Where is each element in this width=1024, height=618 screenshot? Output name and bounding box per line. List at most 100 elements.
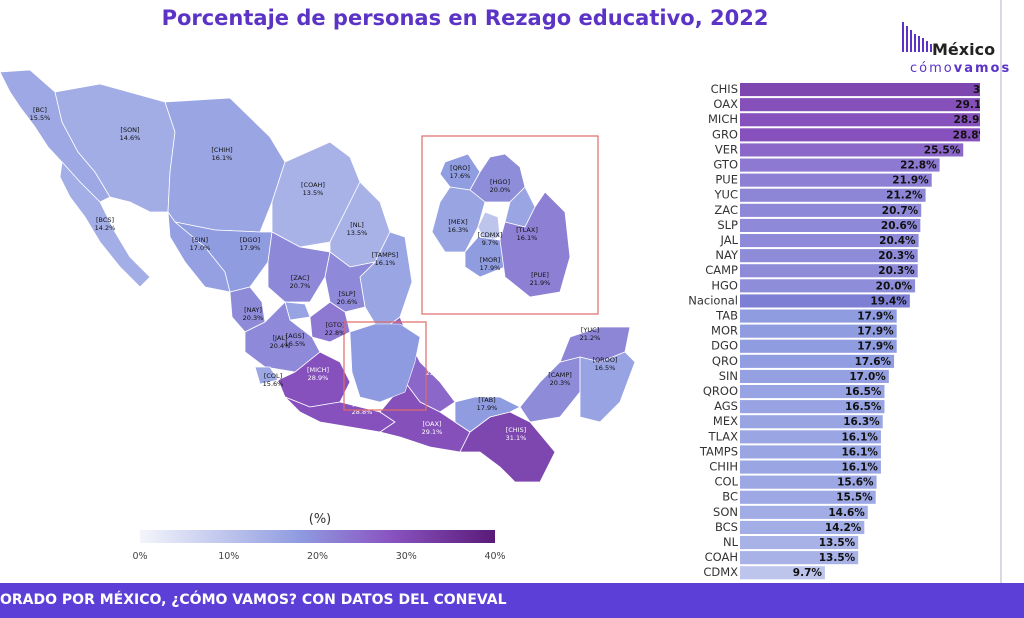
bar-value-label: 28.8% xyxy=(953,129,980,141)
bar-value-label: 17.0% xyxy=(849,371,886,383)
bar xyxy=(740,249,918,263)
map-state-value: 15.5% xyxy=(30,114,51,122)
bar-category-label: COL xyxy=(715,475,739,489)
map-state-value: 14.6% xyxy=(120,134,141,142)
bar-value-label: 16.5% xyxy=(845,401,882,413)
map-state-value: 31.1% xyxy=(506,434,527,442)
inset-state-label: [CDMX] xyxy=(478,231,503,239)
map-state-label: [COAH] xyxy=(301,181,325,189)
bar-value-label: 19.4% xyxy=(870,295,907,307)
bar-category-label: SLP xyxy=(717,218,738,232)
bar-value-label: 17.9% xyxy=(857,326,894,338)
bar-category-label: Nacional xyxy=(688,293,738,307)
bar xyxy=(740,234,919,248)
bar xyxy=(740,445,881,459)
map-state-value: 28.9% xyxy=(308,374,329,382)
bar-value-label: 31.1% xyxy=(973,84,980,96)
map-state-region xyxy=(174,221,273,293)
map-state-label: [SIN] xyxy=(192,236,208,244)
map-state-label: [MICH] xyxy=(307,366,329,374)
map-state-region xyxy=(579,351,636,423)
bar-value-label: 16.5% xyxy=(845,386,882,398)
bar xyxy=(740,505,868,519)
bar xyxy=(740,113,980,127)
bar-category-label: SON xyxy=(713,505,738,519)
map-state-value: 20.4% xyxy=(270,342,291,350)
map-state-label: [VER] xyxy=(427,361,445,369)
bar-value-label: 16.1% xyxy=(842,462,879,474)
bar-value-label: 20.3% xyxy=(878,250,915,262)
bar xyxy=(740,158,940,172)
map-state-region xyxy=(324,251,377,313)
bar-value-label: 15.6% xyxy=(837,477,874,489)
map-state-label: [COL] xyxy=(264,372,282,380)
map-state-label: [CHIH] xyxy=(211,146,232,154)
map-state-label: [SON] xyxy=(120,126,139,134)
inset-state-value: 20.0% xyxy=(490,186,511,194)
bar xyxy=(740,279,916,293)
map-state-region xyxy=(519,356,581,423)
bar xyxy=(740,354,895,368)
map-state-value: 16.5% xyxy=(285,340,306,348)
bar-category-label: CDMX xyxy=(703,565,738,579)
bar-value-label: 29.1% xyxy=(955,99,980,111)
map-state-label: [AGS] xyxy=(286,332,305,340)
color-legend: (%) 0% 10% 20% 30% 40% xyxy=(132,512,505,562)
map-state-label: [CAMP] xyxy=(548,371,572,379)
bar-category-label: DGO xyxy=(711,339,738,353)
bar-value-label: 16.1% xyxy=(842,431,879,443)
bar-value-label: 20.0% xyxy=(876,280,913,292)
bar xyxy=(740,188,926,202)
bar xyxy=(740,128,980,142)
bar-category-label: AGS xyxy=(714,399,738,413)
map-state-label: [QROO] xyxy=(593,356,618,364)
bar-category-label: SIN xyxy=(719,369,738,383)
legend-tick-label: 20% xyxy=(307,551,328,562)
footer-banner: ORADO POR MÉXICO, ¿CÓMO VAMOS? CON DATOS… xyxy=(0,583,1024,618)
map-state-label: [BCS] xyxy=(96,216,114,224)
bar-category-label: ZAC xyxy=(714,203,738,217)
bar-category-label: VER xyxy=(715,142,738,156)
bar-category-label: JAL xyxy=(720,233,739,247)
bar xyxy=(740,369,889,383)
map-state-label: [TAB] xyxy=(478,396,495,404)
bar-category-label: NL xyxy=(723,535,739,549)
map-state-value: 29.1% xyxy=(422,428,443,436)
bar-value-label: 28.9% xyxy=(954,114,980,126)
bar-category-label: BC xyxy=(722,490,738,504)
map-state-label: [OAX] xyxy=(423,420,442,428)
bar xyxy=(740,218,921,232)
inset-state-label: [MEX] xyxy=(448,218,467,226)
inset-state-label: [QRO] xyxy=(450,164,470,172)
map-state-value: 17.0% xyxy=(190,244,211,252)
bar xyxy=(740,400,885,414)
bar-value-label: 21.2% xyxy=(886,190,923,202)
bar-value-label: 25.5% xyxy=(924,144,961,156)
map-state-value: 22.8% xyxy=(325,329,346,337)
bar xyxy=(740,339,897,353)
bar-category-label: CAMP xyxy=(705,263,738,277)
inset-state-label: [MOR] xyxy=(480,256,500,264)
bar-category-label: QRO xyxy=(712,354,738,368)
map-state-label: [GTO] xyxy=(326,321,345,329)
map-state-value: 16.1% xyxy=(375,259,396,267)
inset-state-value: 16.3% xyxy=(448,226,469,234)
bar-value-label: 13.5% xyxy=(819,537,856,549)
inset-state-label: [HGO] xyxy=(490,178,510,186)
inset-state-value: 17.6% xyxy=(450,172,471,180)
legend-tick-label: 10% xyxy=(218,551,239,562)
map-state-value: 20.3% xyxy=(243,314,264,322)
legend-tick-label: 40% xyxy=(484,551,505,562)
bar-value-label: 22.8% xyxy=(900,160,937,172)
inset-state-region xyxy=(499,191,571,298)
divider xyxy=(1000,0,1002,583)
inset-highlight-box xyxy=(343,321,427,411)
bar-category-label: TLAX xyxy=(708,429,739,443)
bar xyxy=(740,475,877,489)
bar-category-label: MOR xyxy=(711,324,738,338)
bar xyxy=(740,385,885,399)
bar-value-label: 17.6% xyxy=(855,356,892,368)
bar xyxy=(740,415,883,429)
map-state-value: 21.2% xyxy=(580,334,601,342)
bar xyxy=(740,264,918,278)
